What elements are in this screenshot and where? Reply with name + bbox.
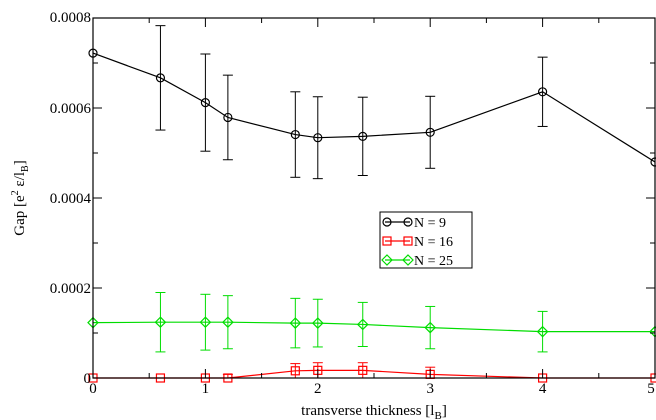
legend-label: N = 16 (414, 235, 453, 250)
series-2 (87, 292, 656, 353)
data-point (358, 365, 368, 375)
y-tick-label: 0 (84, 371, 92, 387)
data-point (200, 97, 210, 108)
axis-labels: transverse thickness [lB] Gap [e2 ε/lB] … (10, 10, 655, 420)
legend-marker (382, 217, 392, 227)
data-point (425, 127, 435, 137)
series-1 (88, 362, 656, 383)
data-point (290, 129, 300, 140)
x-tick-label: 1 (202, 381, 210, 397)
legend-marker (381, 254, 393, 266)
legend-box (379, 211, 473, 269)
legend-marker (382, 236, 392, 246)
x-tick-label: 5 (647, 381, 655, 397)
data-point (313, 133, 323, 143)
data-point (199, 316, 212, 329)
data-point (536, 325, 549, 338)
y-axis-title: Gap [e2 ε/lB] (10, 160, 31, 235)
y-tick-label: 0.0004 (50, 191, 92, 207)
x-tick-label: 2 (314, 381, 322, 397)
y-tick-label: 0.0006 (50, 101, 92, 117)
data-point (222, 316, 234, 329)
x-tick-label: 3 (426, 381, 434, 397)
series-line (92, 321, 655, 333)
data-point (424, 321, 437, 334)
data-point (289, 317, 302, 329)
legend-marker (403, 236, 413, 246)
x-tick-label: 4 (539, 381, 547, 397)
series-0 (88, 25, 656, 180)
data-point (290, 366, 300, 376)
plot-frame (92, 17, 656, 379)
data-point (223, 112, 233, 123)
x-tick-label: 0 (89, 381, 97, 397)
y-tick-label: 0.0008 (50, 10, 91, 26)
legend: N = 9 N = 16 N = 25 (379, 211, 473, 269)
x-axis-title-subscript: B (434, 410, 441, 420)
data-point (154, 316, 167, 329)
legend-marker (403, 217, 413, 227)
data-point (537, 87, 548, 97)
y-tick-label: 0.0002 (50, 281, 91, 297)
data-point (155, 73, 166, 83)
legend-label: N = 9 (414, 216, 446, 231)
axes (92, 17, 656, 379)
data-point (311, 317, 324, 329)
legend-marker (402, 254, 414, 266)
data-point (358, 131, 368, 141)
x-axis-title: transverse thickness [lB] (301, 403, 447, 420)
series-line (92, 52, 656, 163)
plot-area (87, 25, 656, 383)
legend-label: N = 25 (414, 254, 453, 269)
data-point (356, 318, 369, 331)
